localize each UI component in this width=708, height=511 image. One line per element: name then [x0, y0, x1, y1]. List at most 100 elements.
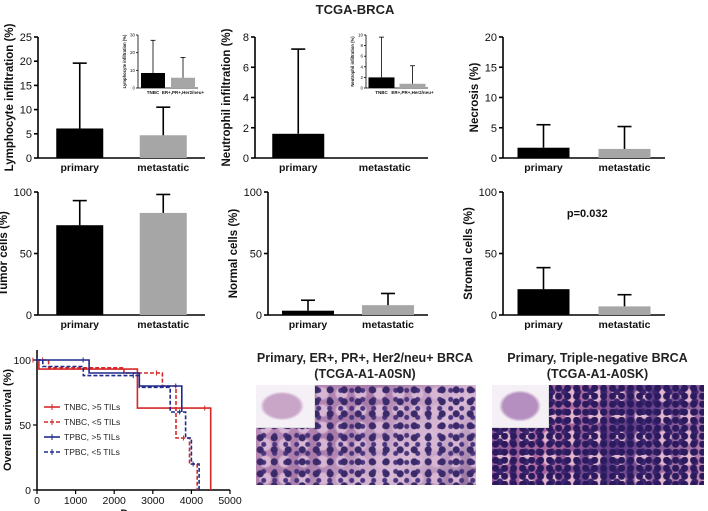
- inset1-bar-0: [368, 77, 395, 88]
- histology-image-2: [492, 385, 704, 485]
- bar-chart-5-annotation: p=0.032: [567, 208, 608, 220]
- inset0-bar-0: [141, 72, 165, 88]
- inset0-ylabel: Lymphocyte infiltration (%): [122, 34, 127, 88]
- inset0-ytick-label-3: 30: [130, 33, 136, 38]
- bar-chart-3-bar-0: [56, 225, 104, 315]
- inset1-bar-1: [399, 83, 426, 88]
- bar-chart-4-category-label-1: metastatic: [362, 319, 414, 331]
- bar-chart-3-bar-1: [139, 212, 187, 315]
- inset0-ytick-label-2: 20: [130, 50, 136, 55]
- bar-chart-3-category-label-1: metastatic: [137, 319, 189, 331]
- bar-chart-0-ytick-label-4: 20: [20, 56, 32, 68]
- bar-chart-4-category-label-0: primary: [289, 319, 328, 331]
- bar-chart-5-ylabel: Stromal cells (%): [463, 207, 475, 300]
- bar-chart-2-bar-0: [517, 147, 570, 158]
- inset1-ytick-label-4: 8: [360, 43, 363, 48]
- inset1-ytick-label-5: 10: [358, 33, 364, 38]
- bar-chart-4-bar-1: [362, 305, 414, 315]
- km-ylabel: Overall survival (%): [2, 369, 14, 471]
- bar-chart-1-bar-0: [272, 133, 325, 158]
- km-xtick-label-2: 2000: [103, 495, 127, 507]
- km-ytick-label-2: 100: [13, 355, 31, 367]
- inset1-category-label-0: TNBC: [375, 90, 388, 95]
- histology-title-1-line2: (TCGA-A1-A0SN): [314, 367, 416, 381]
- inset1-category-label-1: ER+,PR+,Her2/neu+: [391, 90, 434, 95]
- bar-chart-2-category-label-1: metastatic: [599, 162, 651, 174]
- inset0-category-label-0: TNBC: [147, 90, 160, 95]
- inset0-bar-1: [171, 77, 195, 88]
- bar-chart-1-ytick-label-1: 2: [243, 123, 249, 135]
- bar-chart-0-ytick-label-2: 10: [20, 105, 32, 117]
- bar-chart-1-ylabel: Neutrophil infiltration (%): [221, 28, 233, 166]
- bar-chart-3-ytick-label-1: 50: [20, 249, 32, 261]
- histology-title-2-line1: Primary, Triple-negative BRCA: [507, 351, 688, 365]
- bar-chart-2-bar-1: [598, 148, 651, 158]
- bar-chart-0-category-label-0: primary: [60, 162, 99, 174]
- bar-chart-0-ytick-label-1: 5: [26, 129, 32, 141]
- bar-chart-1-ytick-label-2: 4: [243, 93, 249, 105]
- km-series-2: [37, 359, 183, 412]
- bar-chart-4-bar-0: [282, 310, 334, 315]
- bar-chart-3-category-label-0: primary: [60, 319, 99, 331]
- bar-chart-1-ytick-label-3: 6: [243, 62, 249, 74]
- histology-thumbnail-1: [256, 385, 315, 428]
- bar-chart-1-ytick-label-4: 8: [243, 32, 249, 44]
- bar-chart-3-ytick-label-0: 0: [26, 310, 32, 322]
- km-ytick-label-0: 0: [25, 485, 31, 497]
- bar-chart-2-ylabel: Necrosis (%): [469, 63, 481, 133]
- bar-chart-0-bar-1: [139, 135, 187, 158]
- bar-chart-3-ylabel: Tumor cells (%): [0, 211, 10, 296]
- km-xlabel: Days: [120, 508, 146, 511]
- bar-chart-2-ytick-label-4: 20: [485, 32, 497, 44]
- histology-thumbnail-2: [492, 385, 549, 428]
- bar-chart-5-category-label-1: metastatic: [599, 319, 651, 331]
- inset0-ytick-label-1: 10: [130, 68, 136, 73]
- bar-chart-4-ytick-label-0: 0: [256, 310, 262, 322]
- histology-title-1-line1: Primary, ER+, PR+, Her2/neu+ BRCA: [256, 351, 474, 365]
- bar-chart-3-ytick-label-2: 100: [14, 187, 32, 199]
- bar-chart-5-category-label-0: primary: [524, 319, 563, 331]
- bar-chart-2-ytick-label-0: 0: [491, 153, 497, 165]
- bar-chart-4-ytick-label-1: 50: [250, 249, 262, 261]
- inset1-ytick-label-1: 2: [360, 75, 363, 80]
- inset1-ytick-label-0: 0: [360, 86, 363, 91]
- bar-chart-2-ytick-label-1: 5: [491, 123, 497, 135]
- bar-chart-0-category-label-1: metastatic: [137, 162, 189, 174]
- bar-chart-5-ytick-label-0: 0: [491, 310, 497, 322]
- inset0-ytick-label-0: 0: [132, 86, 135, 91]
- histology-image-1: [256, 385, 476, 485]
- histology-title-2: Primary, Triple-negative BRCA (TCGA-A1-A…: [485, 350, 708, 382]
- km-legend-label-1: TNBC, <5 TILs: [64, 417, 120, 427]
- figure-title: TCGA-BRCA: [315, 2, 395, 17]
- inset1-ytick-label-2: 4: [360, 64, 363, 69]
- histology-title-1: Primary, ER+, PR+, Her2/neu+ BRCA (TCGA-…: [250, 350, 480, 382]
- inset1-ylabel: Neutrophil infiltration (%): [350, 36, 355, 87]
- bar-chart-5-bar-1: [598, 306, 651, 315]
- km-xtick-label-3: 3000: [141, 495, 165, 507]
- km-xtick-label-5: 5000: [218, 495, 242, 507]
- bar-chart-4-ylabel: Normal cells (%): [228, 209, 240, 299]
- histology-title-2-line2: (TCGA-A1-A0SK): [546, 367, 649, 381]
- km-ytick-label-1: 50: [19, 420, 31, 432]
- bar-chart-0-bar-0: [56, 128, 104, 158]
- km-legend-label-2: TPBC, >5 TILs: [64, 432, 120, 442]
- bar-chart-0-ytick-label-0: 0: [26, 153, 32, 165]
- bar-chart-2-ytick-label-2: 10: [485, 93, 497, 105]
- bar-chart-2-ytick-label-3: 15: [485, 62, 497, 74]
- bar-chart-5-bar-0: [517, 289, 570, 315]
- bar-chart-2-category-label-0: primary: [524, 162, 563, 174]
- km-xtick-label-1: 1000: [64, 495, 88, 507]
- bar-chart-0-ytick-label-3: 15: [20, 80, 32, 92]
- km-legend-box: [40, 400, 124, 466]
- inset0-category-label-1: ER+,PR+,Her2/neu+: [162, 90, 205, 95]
- inset1-ytick-label-3: 6: [360, 54, 363, 59]
- km-legend-label-0: TNBC, >5 TILs: [64, 402, 120, 412]
- km-legend-label-3: TPBC, <5 TILs: [64, 447, 120, 457]
- bar-chart-5-ytick-label-2: 100: [479, 187, 497, 199]
- bar-chart-1-ytick-label-0: 0: [243, 153, 249, 165]
- km-xtick-label-4: 4000: [180, 495, 204, 507]
- bar-chart-0-ylabel: Lymphocyte infiltration (%): [4, 23, 16, 171]
- bar-chart-5-ytick-label-1: 50: [485, 249, 497, 261]
- km-xtick-label-0: 0: [34, 495, 40, 507]
